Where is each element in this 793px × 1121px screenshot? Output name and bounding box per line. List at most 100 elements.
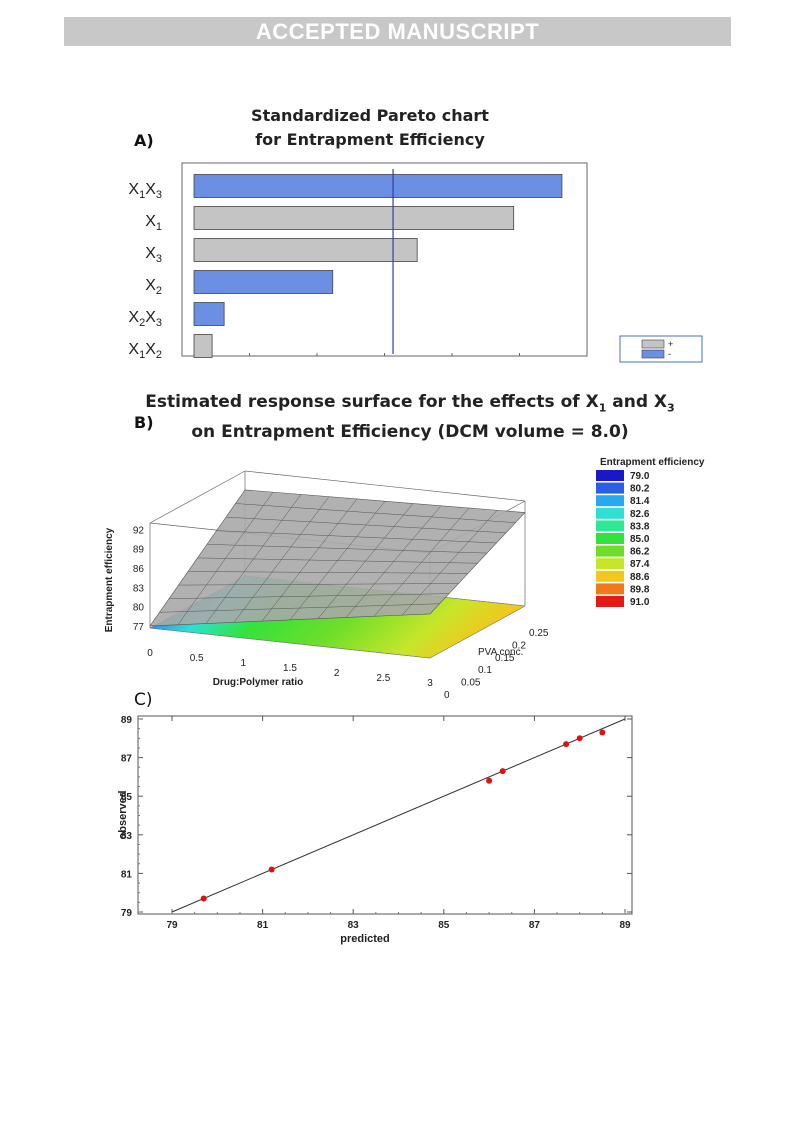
z-tick-label: 92: [133, 525, 145, 536]
scatter-y-tick-label: 81: [121, 869, 133, 880]
surface-legend-label: 81.4: [630, 496, 650, 507]
surface-mesh-line: [216, 530, 497, 544]
surface-title: Estimated response surface for the effec…: [120, 390, 700, 444]
panel-c-label: C): [134, 690, 153, 710]
surface-legend-label: 91.0: [630, 597, 650, 608]
legend-swatch: [641, 339, 665, 349]
scatter-point: [576, 735, 583, 742]
pareto-bar: [193, 174, 563, 198]
surface-title-line2: on Entrapment Efficiency (DCM volume = 8…: [191, 422, 629, 443]
x-tick-label: 3: [427, 678, 433, 689]
scatter-x-tick-label: 79: [166, 920, 178, 931]
surface-legend-label: 83.8: [630, 521, 650, 532]
surface-title-line1: Estimated response surface for the effec…: [145, 392, 675, 415]
z-tick-label: 80: [133, 603, 145, 614]
scatter-y-tick-label: 83: [121, 831, 133, 842]
pareto-title: Standardized Pareto chart for Entrapment…: [220, 104, 520, 152]
surface-legend-label: 79.0: [630, 471, 650, 482]
surface-mesh-line: [317, 503, 414, 619]
scatter-x-axis-label: predicted: [340, 933, 390, 945]
pareto-bar: [193, 334, 213, 358]
scatter-point: [268, 866, 275, 873]
legend-swatch: [641, 349, 665, 359]
surface-legend-swatch: [596, 596, 624, 607]
z-tick-label: 77: [133, 622, 145, 633]
surface-mesh-line: [345, 505, 442, 618]
surface-legend-swatch: [596, 470, 624, 481]
scatter-point: [486, 777, 493, 784]
pareto-category-label: X2: [145, 277, 162, 297]
x-tick-label: 2: [334, 668, 340, 679]
surface-legend-title: Entrapment efficiency: [600, 457, 705, 468]
z-tick-label: 89: [133, 545, 145, 556]
pareto-bar: [193, 270, 334, 294]
surface-legend-label: 80.2: [630, 484, 650, 495]
surface-mesh-line: [225, 516, 507, 534]
scatter-x-tick-label: 81: [257, 920, 269, 931]
pareto-bar: [193, 302, 225, 326]
y-tick-label: 0: [444, 690, 450, 700]
surface-mesh-line: [197, 557, 478, 564]
surface-legend-swatch: [596, 507, 624, 519]
surface-mesh-line: [206, 544, 488, 554]
pareto-title-line1: Standardized Pareto chart: [251, 106, 489, 125]
scatter-y-tick-label: 85: [121, 792, 133, 803]
x-tick-label: 0: [147, 648, 153, 659]
pareto-bar: [193, 238, 418, 262]
surface-legend-swatch: [596, 570, 624, 582]
scatter-point: [599, 729, 606, 736]
pareto-category-label: X2X3: [128, 309, 162, 329]
scatter-reference-line: [171, 718, 626, 913]
x-tick-label: 1.5: [283, 663, 297, 674]
y-tick-label: 0.1: [478, 665, 492, 676]
z-tick-label: 83: [133, 583, 145, 594]
scatter-y-tick-label: 87: [121, 754, 133, 765]
surface-legend-swatch: [596, 482, 624, 494]
scatter-y-tick-label: 79: [121, 908, 133, 919]
surface-legend-swatch: [596, 495, 624, 507]
surface-mesh-line: [401, 510, 498, 616]
panel-b-label: B): [134, 413, 154, 432]
surface-legend-label: 85.0: [630, 534, 650, 545]
scatter-x-tick-label: 85: [438, 920, 450, 931]
scatter-y-axis-label: observed: [117, 791, 129, 840]
y-tick-label: 0.15: [495, 653, 515, 664]
scatter-point: [499, 768, 506, 775]
surface-mesh-line: [373, 507, 470, 617]
surface-legend-swatch: [596, 533, 624, 544]
response-surface: [149, 489, 526, 627]
scatter-plot-frame: [137, 715, 633, 915]
surface-legend-swatch: [596, 545, 624, 557]
pareto-category-label: X1: [145, 213, 162, 233]
surface-legend-swatch: [596, 520, 624, 532]
scatter-point: [200, 895, 207, 902]
surface-legend-label: 82.6: [630, 509, 650, 520]
surface-legend-swatch: [596, 583, 624, 595]
surface-legend-label: 86.2: [630, 547, 650, 558]
surface-box-edge: [244, 470, 526, 502]
pareto-bar: [193, 206, 515, 230]
pareto-category-label: X1X3: [128, 181, 162, 201]
legend-label: +: [668, 339, 673, 349]
x-tick-label: 2.5: [376, 673, 390, 684]
scatter-x-tick-label: 87: [529, 920, 541, 931]
x-tick-label: 1: [241, 658, 247, 669]
panel-a-label: A): [134, 131, 154, 150]
pareto-category-label: X3: [145, 245, 162, 265]
y-tick-label: 0.25: [529, 628, 549, 639]
surface-x-axis-label: Drug:Polymer ratio: [213, 677, 304, 688]
observed-vs-predicted-chart: 79 81 83 85 87 89 79 81 83 85 87 89 predicted observe…: [117, 715, 633, 945]
scatter-point: [563, 741, 570, 748]
scatter-x-tick-label: 83: [348, 920, 360, 931]
surface-mesh-line: [235, 503, 516, 523]
surface-legend-label: 89.8: [630, 584, 650, 595]
surface-y-axis-label: PVA conc.: [478, 647, 523, 658]
scatter-y-tick-label: 89: [121, 715, 133, 726]
accepted-manuscript-banner: ACCEPTED MANUSCRIPT: [64, 17, 731, 46]
response-surface-chart: 77 80 83 86 89 92 0 0.5 1 1.5 2 2.5 3 0 0.05 0.10.15 0.2…: [104, 457, 705, 700]
y-tick-label: 0.2: [512, 640, 526, 651]
x-tick-label: 0.5: [190, 653, 204, 664]
legend-label: -: [668, 349, 671, 359]
surface-legend-label: 88.6: [630, 572, 650, 583]
